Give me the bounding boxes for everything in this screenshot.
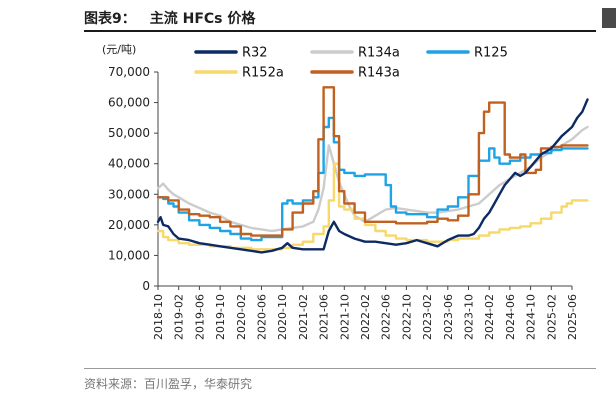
x-tick-label: 2019-10 bbox=[214, 294, 227, 340]
figure-label: 图表9： bbox=[84, 11, 136, 27]
x-tick-label: 2022-10 bbox=[400, 294, 413, 340]
y-tick-label: 60,000 bbox=[108, 96, 150, 110]
series-line-r152a bbox=[156, 162, 589, 251]
y-axis: 0 10,000 20,000 30,000 40,000 50,000 60,000 70,… bbox=[108, 65, 159, 293]
y-axis-label: (元/吨) bbox=[102, 43, 136, 56]
legend: R32 R134a R125 R152a R143a bbox=[194, 46, 508, 81]
y-tick-label: 50,000 bbox=[108, 126, 150, 140]
series-line-r134a bbox=[156, 125, 589, 233]
y-tick-label: 70,000 bbox=[108, 65, 150, 79]
y-tick-label: 30,000 bbox=[108, 187, 150, 201]
series-line-r32 bbox=[156, 98, 589, 254]
x-tick-label: 2025-06 bbox=[566, 294, 579, 340]
x-tick-label: 2025-02 bbox=[545, 294, 558, 340]
legend-label-r125: R125 bbox=[474, 46, 508, 61]
x-tick-label: 2020-06 bbox=[256, 294, 269, 340]
x-tick-label: 2019-06 bbox=[193, 294, 206, 340]
legend-label-r32: R32 bbox=[242, 46, 268, 61]
x-tick-label: 2018-10 bbox=[152, 294, 165, 340]
x-tick-label: 2024-02 bbox=[483, 294, 496, 340]
x-tick-label: 2019-02 bbox=[173, 294, 186, 340]
x-tick-label: 2020-10 bbox=[276, 294, 289, 340]
x-tick-label: 2023-06 bbox=[442, 294, 455, 340]
y-tick-label: 40,000 bbox=[108, 157, 150, 171]
series-line-r125 bbox=[156, 116, 589, 242]
y-tick-label: 10,000 bbox=[108, 248, 150, 262]
x-tick-label: 2021-10 bbox=[338, 294, 351, 340]
x-tick-label: 2024-10 bbox=[525, 294, 538, 340]
x-tick-label: 2021-06 bbox=[318, 294, 331, 340]
x-tick-label: 2021-02 bbox=[297, 294, 310, 340]
x-tick-label: 2023-10 bbox=[463, 294, 476, 340]
x-tick-label: 2024-06 bbox=[504, 294, 517, 340]
adjacent-panel-fragment bbox=[602, 8, 616, 28]
legend-label-r143a: R143a bbox=[358, 66, 400, 81]
series-lines bbox=[156, 86, 589, 254]
source-rule bbox=[84, 368, 596, 369]
figure-title: 主流 HFCs 价格 bbox=[149, 11, 256, 27]
legend-label-r152a: R152a bbox=[242, 66, 284, 81]
x-tick-label: 2020-02 bbox=[235, 294, 248, 340]
y-tick-label: 0 bbox=[142, 279, 150, 293]
y-tick-label: 20,000 bbox=[108, 218, 150, 232]
x-tick-label: 2022-02 bbox=[359, 294, 372, 340]
x-tick-label: 2022-06 bbox=[380, 294, 393, 340]
x-tick-label: 2023-02 bbox=[421, 294, 434, 340]
source-note: 资料来源：百川盈孚，华泰研究 bbox=[84, 377, 253, 391]
x-axis: 2018-10 2019-02 2019-06 2019-10 2020-02 2020-… bbox=[152, 285, 579, 340]
figure-title-bar: 图表9： 主流 HFCs 价格 bbox=[84, 8, 255, 28]
legend-label-r134a: R134a bbox=[358, 46, 400, 61]
series-line-r143a bbox=[156, 86, 589, 237]
title-rule bbox=[84, 30, 596, 32]
